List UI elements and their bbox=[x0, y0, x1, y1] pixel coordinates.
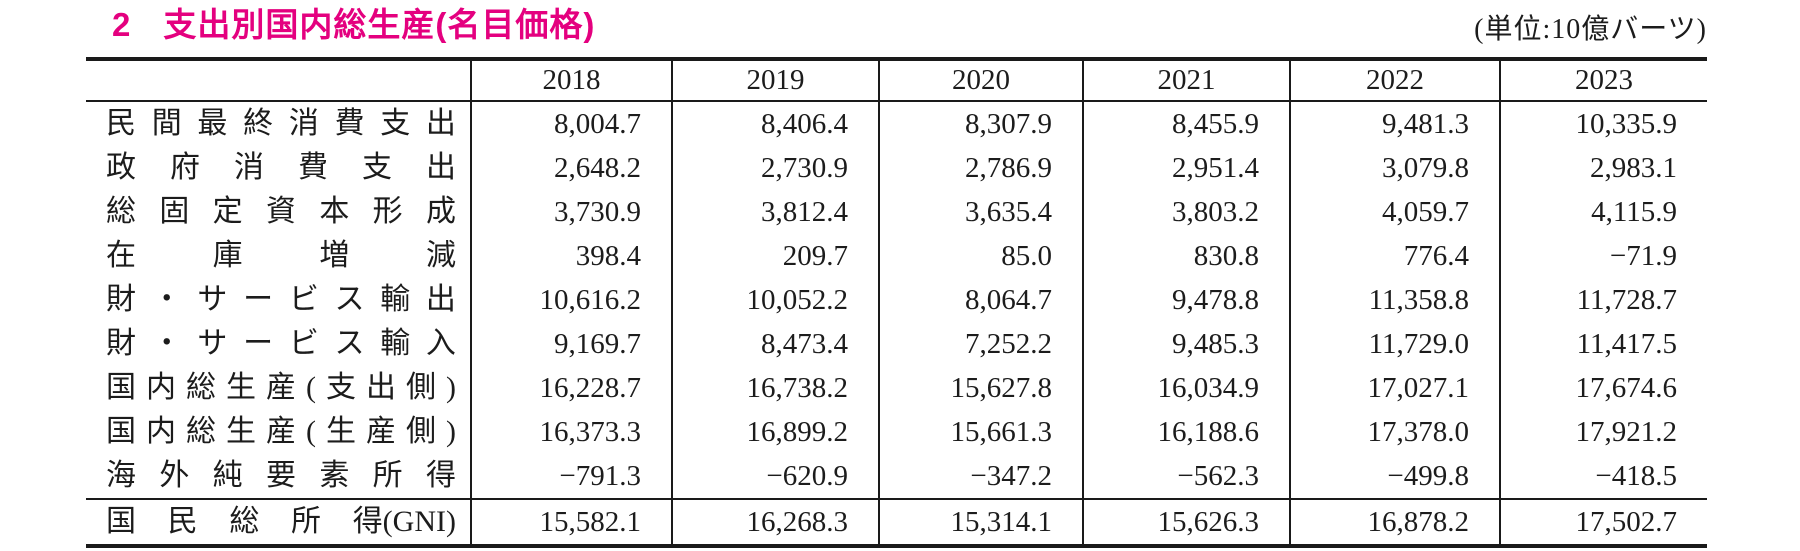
value-cell: 776.4 bbox=[1289, 234, 1500, 278]
value-cell: 3,730.9 bbox=[470, 190, 672, 234]
value-cell: 2,951.4 bbox=[1082, 146, 1290, 190]
row-label: 政府消費支出 bbox=[106, 151, 456, 184]
unit-label: (単位:10億バーツ) bbox=[1474, 14, 1707, 45]
table-row: 海外純要素所得 −791.3 −620.9 −347.2 −562.3 −499.8 −41… bbox=[86, 454, 1707, 499]
value-cell: 11,417.5 bbox=[1499, 322, 1707, 366]
year-header-2019: 2019 bbox=[671, 59, 879, 102]
year-header-2021: 2021 bbox=[1082, 59, 1290, 102]
title-text: 支出別国内総生産(名目価格) bbox=[163, 6, 596, 43]
value-cell: 15,626.3 bbox=[1082, 498, 1290, 546]
value-cell: 7,252.2 bbox=[878, 322, 1083, 366]
value-cell: 15,627.8 bbox=[878, 366, 1083, 410]
value-cell: 8,004.7 bbox=[470, 101, 672, 146]
value-cell: 85.0 bbox=[878, 234, 1083, 278]
corner-cell bbox=[86, 59, 471, 102]
value-cell: 2,786.9 bbox=[878, 146, 1083, 190]
value-cell: 3,803.2 bbox=[1082, 190, 1290, 234]
value-cell: 8,064.7 bbox=[878, 278, 1083, 322]
value-cell: 17,378.0 bbox=[1289, 410, 1500, 454]
table-row: 財・サービス輸入 9,169.7 8,473.4 7,252.2 9,485.3 11,7… bbox=[86, 322, 1707, 366]
value-cell: 4,115.9 bbox=[1499, 190, 1707, 234]
value-cell: 9,485.3 bbox=[1082, 322, 1290, 366]
value-cell: 11,729.0 bbox=[1289, 322, 1500, 366]
value-cell: 16,228.7 bbox=[470, 366, 672, 410]
table-row: 総固定資本形成 3,730.9 3,812.4 3,635.4 3,803.2 4,059… bbox=[86, 190, 1707, 234]
row-label: 財・サービス輸出 bbox=[106, 283, 456, 316]
table-row: 国内総生産(支出側) 16,228.7 16,738.2 15,627.8 16,034… bbox=[86, 366, 1707, 410]
value-cell: 16,034.9 bbox=[1082, 366, 1290, 410]
value-cell: −620.9 bbox=[671, 454, 879, 499]
value-cell: 8,307.9 bbox=[878, 101, 1083, 146]
value-cell: 15,661.3 bbox=[878, 410, 1083, 454]
value-cell: 16,373.3 bbox=[470, 410, 672, 454]
value-cell: 11,358.8 bbox=[1289, 278, 1500, 322]
row-label: 海外純要素所得 bbox=[106, 459, 456, 492]
page-title: 2 支出別国内総生産(名目価格) bbox=[112, 5, 595, 45]
section-number: 2 bbox=[112, 6, 132, 43]
row-label: 国内総生産(生産側) bbox=[106, 415, 456, 448]
value-cell: −562.3 bbox=[1082, 454, 1290, 499]
value-cell: 10,335.9 bbox=[1499, 101, 1707, 146]
value-cell: 9,478.8 bbox=[1082, 278, 1290, 322]
value-cell: 3,079.8 bbox=[1289, 146, 1500, 190]
value-cell: 10,052.2 bbox=[671, 278, 879, 322]
value-cell: 10,616.2 bbox=[470, 278, 672, 322]
value-cell: 2,648.2 bbox=[470, 146, 672, 190]
value-cell: 16,878.2 bbox=[1289, 498, 1500, 546]
value-cell: 17,027.1 bbox=[1289, 366, 1500, 410]
value-cell: 9,169.7 bbox=[470, 322, 672, 366]
value-cell: 8,406.4 bbox=[671, 101, 879, 146]
row-label: 民間最終消費支出 bbox=[106, 107, 456, 140]
value-cell: −347.2 bbox=[878, 454, 1083, 499]
value-cell: 3,812.4 bbox=[671, 190, 879, 234]
value-cell: 16,268.3 bbox=[671, 498, 879, 546]
row-label: 国民総所得(GNI) bbox=[86, 498, 471, 546]
year-header-2023: 2023 bbox=[1499, 59, 1707, 102]
year-header-2022: 2022 bbox=[1289, 59, 1500, 102]
table-row: 財・サービス輸出 10,616.2 10,052.2 8,064.7 9,478.8 11… bbox=[86, 278, 1707, 322]
value-cell: 16,899.2 bbox=[671, 410, 879, 454]
table-row: 国内総生産(生産側) 16,373.3 16,899.2 15,661.3 16,188… bbox=[86, 410, 1707, 454]
table-row: 政府消費支出 2,648.2 2,730.9 2,786.9 2,951.4 3,079.… bbox=[86, 146, 1707, 190]
table-row: 国民総所得(GNI) 15,582.1 16,268.3 15,314.1 15,626… bbox=[86, 498, 1707, 546]
value-cell: 8,455.9 bbox=[1082, 101, 1290, 146]
value-cell: −418.5 bbox=[1499, 454, 1707, 499]
value-cell: 17,674.6 bbox=[1499, 366, 1707, 410]
row-label: 国内総生産(支出側) bbox=[106, 371, 456, 404]
value-cell: 16,738.2 bbox=[671, 366, 879, 410]
value-cell: 209.7 bbox=[671, 234, 879, 278]
value-cell: −499.8 bbox=[1289, 454, 1500, 499]
value-cell: 11,728.7 bbox=[1499, 278, 1707, 322]
value-cell: −71.9 bbox=[1499, 234, 1707, 278]
value-cell: 16,188.6 bbox=[1082, 410, 1290, 454]
year-header-2020: 2020 bbox=[878, 59, 1083, 102]
value-cell: −791.3 bbox=[470, 454, 672, 499]
value-cell: 2,983.1 bbox=[1499, 146, 1707, 190]
row-label: 財・サービス輸入 bbox=[106, 327, 456, 360]
row-label: 総固定資本形成 bbox=[106, 195, 456, 228]
value-cell: 830.8 bbox=[1082, 234, 1290, 278]
table-row: 民間最終消費支出 8,004.7 8,406.4 8,307.9 8,455.9 9,48… bbox=[86, 101, 1707, 146]
value-cell: 9,481.3 bbox=[1289, 101, 1500, 146]
value-cell: 17,921.2 bbox=[1499, 410, 1707, 454]
value-cell: 2,730.9 bbox=[671, 146, 879, 190]
table-row: 在庫増減 398.4 209.7 85.0 830.8 776.4 −71.9 bbox=[86, 234, 1707, 278]
year-header-row: 2018 2019 2020 2021 2022 2023 bbox=[86, 59, 1707, 102]
gdp-by-expenditure-table: 2018 2019 2020 2021 2022 2023 民間最終消費支出 8,004.7… bbox=[86, 57, 1707, 548]
value-cell: 3,635.4 bbox=[878, 190, 1083, 234]
value-cell: 15,582.1 bbox=[470, 498, 672, 546]
value-cell: 17,502.7 bbox=[1499, 498, 1707, 546]
value-cell: 398.4 bbox=[470, 234, 672, 278]
value-cell: 8,473.4 bbox=[671, 322, 879, 366]
value-cell: 15,314.1 bbox=[878, 498, 1083, 546]
year-header-2018: 2018 bbox=[470, 59, 672, 102]
row-label: 在庫増減 bbox=[106, 239, 456, 272]
value-cell: 4,059.7 bbox=[1289, 190, 1500, 234]
